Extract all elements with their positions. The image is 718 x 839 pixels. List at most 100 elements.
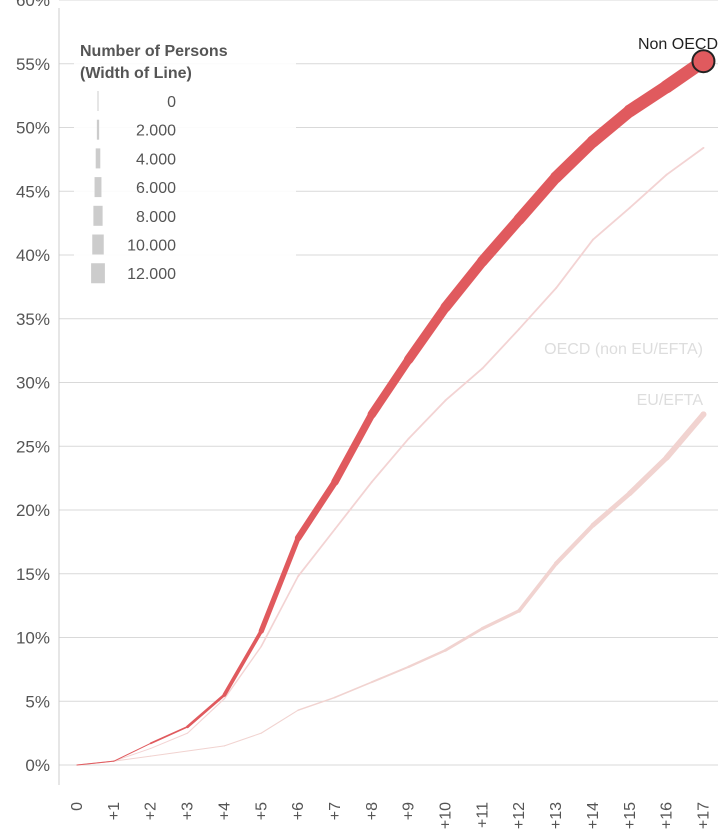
data-point [623,104,636,118]
data-point [370,481,373,483]
data-point [550,171,562,183]
series-labels: Non OECD OECD (non EU/EFTA) EU/EFTA [544,36,718,409]
series-segment [187,745,225,752]
legend-item-label: 4.000 [136,151,176,168]
series-lines [76,49,716,766]
series-segment [187,698,225,734]
data-point [477,256,488,267]
data-point [295,535,302,542]
data-point [440,302,451,313]
x-tick-label: +10 [438,802,455,829]
data-point [260,645,262,648]
series-segment [665,146,705,176]
x-tick-label: +13 [548,802,565,829]
data-point [367,410,376,419]
series-segment [550,135,599,184]
data-point [590,523,596,528]
data-point [331,478,339,486]
y-tick-label: 25% [16,437,50,456]
series-segment [628,173,668,209]
data-point [554,561,559,566]
series-segment [260,575,299,648]
series-segment [481,328,521,370]
x-tick-label: +16 [659,802,676,829]
series-segment [403,302,451,365]
series-segment [555,238,594,290]
data-point [297,709,299,711]
series-segment [407,399,447,440]
x-tick-label: +4 [216,802,233,820]
series-segment [513,171,562,225]
data-point [150,747,152,749]
series-segment [627,455,670,497]
y-tick-label: 15% [16,565,50,584]
series-segment [517,561,558,613]
series-segment [334,681,373,699]
series-segment [518,287,557,330]
series-segment [440,256,488,313]
legend: Number of Persons (Width of Line) 0 2.000… [74,36,296,288]
y-tick-label: 55% [16,55,50,74]
series-segment [444,627,484,652]
legend-title-line2: (Width of Line) [80,65,192,82]
series-segment [222,629,264,697]
x-tick-label: +2 [143,802,160,820]
x-tick-label: 0 [69,802,86,811]
series-segment [150,750,189,757]
series-segment [590,491,633,528]
x-tick-label: +11 [474,802,491,828]
x-tick-label: +14 [585,802,602,829]
data-point [222,693,226,697]
series-segment [258,535,301,634]
data-point [517,608,521,613]
series-segment [586,104,636,148]
x-tick-label: +6 [290,802,307,820]
x-tick-label: +9 [401,802,418,820]
series-segment [76,760,115,766]
legend-item-label: 12.000 [127,266,176,283]
data-point [444,648,447,652]
data-point [334,528,336,531]
data-point [187,750,189,752]
data-point [404,355,414,365]
series-segment [113,747,152,762]
x-tick-label: +5 [253,802,270,820]
x-tick-label: +1 [106,802,123,820]
series-segment [663,411,707,461]
data-point [700,411,707,418]
series-segment [223,645,262,700]
series-segment [149,725,189,745]
series-segment [113,755,152,762]
series-segment [297,696,336,711]
series-segment [444,367,484,402]
x-tick-labels: 0 +1 +2 +3 +4 +5 +6 +7 +8 +9 +10 +11 +12 +13 +14 +15 +16… [69,802,712,829]
legend-item-label: 10.000 [127,238,176,255]
y-tick-label: 0% [25,756,50,775]
data-point [334,696,336,699]
series-segment [297,528,336,578]
series-segment [592,206,631,241]
x-tick-label: +15 [622,802,639,829]
x-tick-label: +8 [364,802,381,820]
data-point [370,681,373,684]
series-segment [113,742,152,762]
data-point [76,764,78,766]
series-segment [367,355,413,419]
y-tick-label: 10% [16,629,50,648]
series-segment [623,80,673,118]
data-point [481,367,484,370]
y-tick-label: 20% [16,501,50,520]
x-tick-label: +12 [511,802,528,829]
series-segment [223,732,262,747]
data-point [223,745,225,747]
data-point [660,80,674,94]
series-eu-efta [76,411,707,766]
series-segment [476,213,525,267]
series-label-oecd-non-eu-efta: OECD (non EU/EFTA) [544,341,703,358]
data-point [186,725,189,728]
y-tick-labels: 0% 5% 10% 15% 20% 25% 30% 35% 40% 45% 50% 55% 60% [16,0,50,775]
data-point [665,173,668,176]
data-point [663,454,670,461]
legend-item-label: 2.000 [136,123,176,140]
